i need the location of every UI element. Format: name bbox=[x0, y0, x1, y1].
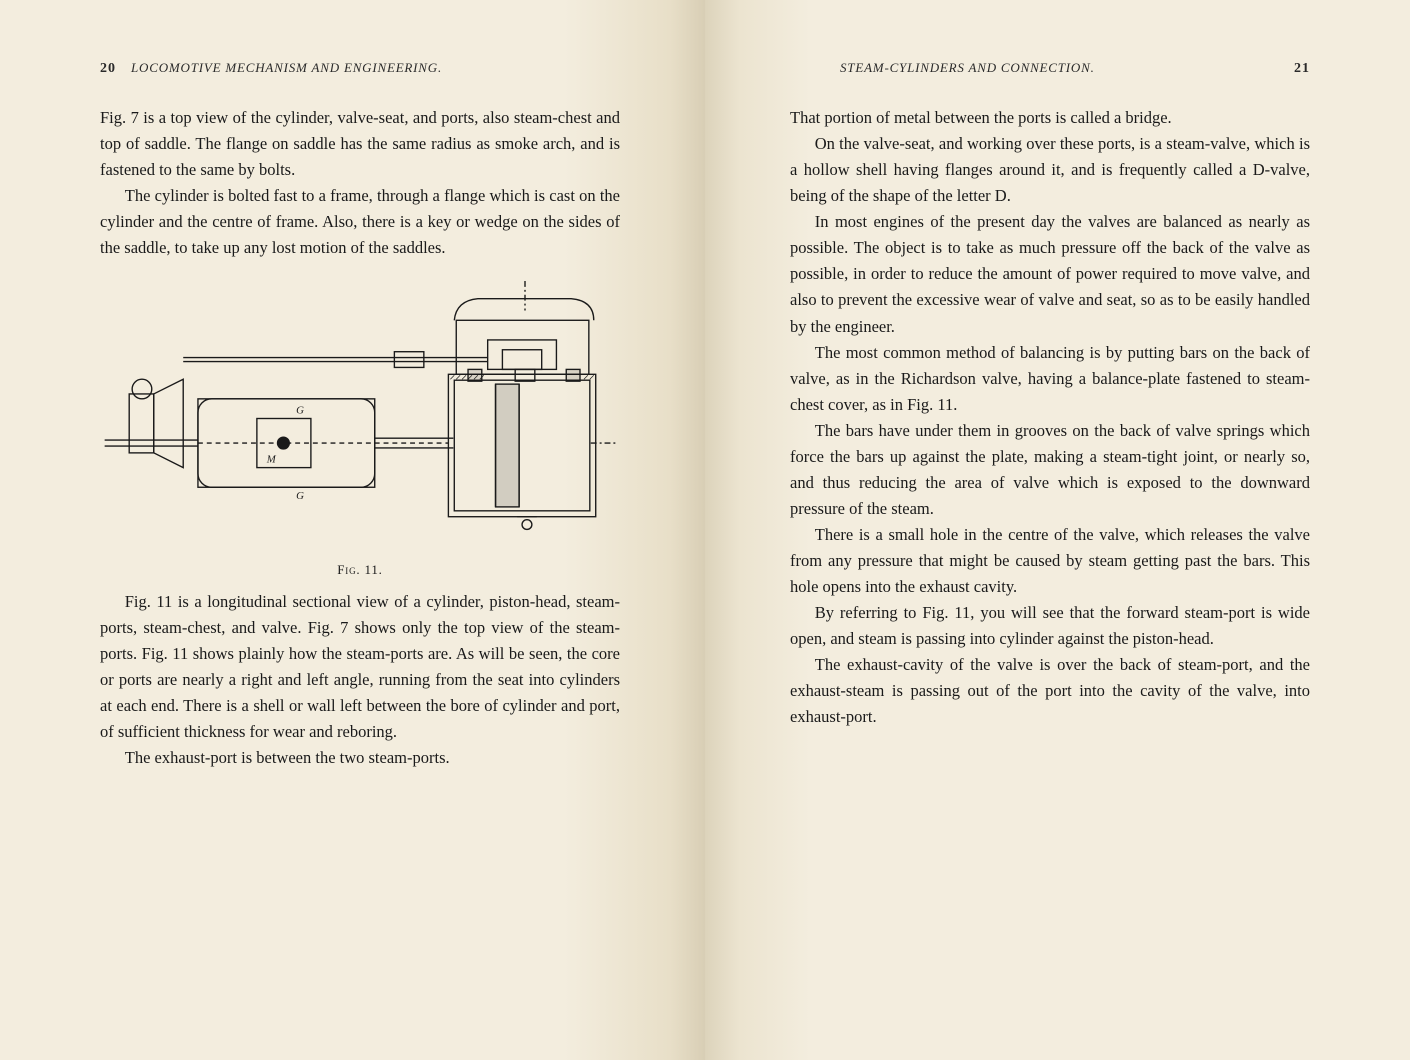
fig-prefix: Fig. bbox=[337, 562, 360, 577]
book-spread: 20 LOCOMOTIVE MECHANISM AND ENGINEERING.… bbox=[0, 0, 1410, 1060]
left-para-4: The exhaust-port is between the two stea… bbox=[100, 745, 620, 771]
left-body: Fig. 7 is a top view of the cylinder, va… bbox=[100, 105, 620, 771]
figure-11-block: G G M bbox=[100, 281, 620, 581]
fig-num: 11. bbox=[365, 562, 383, 577]
right-para-6: There is a small hole in the centre of t… bbox=[790, 522, 1310, 600]
right-para-1: That portion of metal between the ports … bbox=[790, 105, 1310, 131]
left-para-2: The cylinder is bolted fast to a frame, … bbox=[100, 183, 620, 261]
right-para-8: The exhaust-cavity of the valve is over … bbox=[790, 652, 1310, 730]
right-page: STEAM-CYLINDERS AND CONNECTION. 21 That … bbox=[705, 0, 1410, 1060]
left-page: 20 LOCOMOTIVE MECHANISM AND ENGINEERING.… bbox=[0, 0, 705, 1060]
running-head-right: STEAM-CYLINDERS AND CONNECTION. 21 bbox=[790, 60, 1310, 77]
page-number-right: 21 bbox=[1294, 61, 1310, 77]
svg-text:G: G bbox=[296, 490, 304, 502]
svg-text:G: G bbox=[296, 405, 304, 417]
figure-11-caption: Fig. 11. bbox=[100, 560, 620, 581]
figure-11-diagram: G G M bbox=[100, 281, 620, 556]
right-para-2: On the valve-seat, and working over thes… bbox=[790, 131, 1310, 209]
cylinder-diagram-svg: G G M bbox=[100, 281, 620, 556]
left-para-3: Fig. 11 is a longitudinal sectional view… bbox=[100, 589, 620, 745]
right-para-3: In most engines of the present day the v… bbox=[790, 209, 1310, 339]
right-para-5: The bars have under them in grooves on t… bbox=[790, 418, 1310, 522]
svg-text:M: M bbox=[266, 454, 277, 466]
running-title-left: LOCOMOTIVE MECHANISM AND ENGINEERING. bbox=[131, 60, 442, 76]
running-head-left: 20 LOCOMOTIVE MECHANISM AND ENGINEERING. bbox=[100, 60, 620, 77]
right-para-4: The most common method of balancing is b… bbox=[790, 340, 1310, 418]
running-title-right: STEAM-CYLINDERS AND CONNECTION. bbox=[840, 60, 1095, 76]
right-body: That portion of metal between the ports … bbox=[790, 105, 1310, 731]
page-number-left: 20 bbox=[100, 61, 116, 77]
right-para-7: By referring to Fig. 11, you will see th… bbox=[790, 600, 1310, 652]
left-para-1: Fig. 7 is a top view of the cylinder, va… bbox=[100, 105, 620, 183]
